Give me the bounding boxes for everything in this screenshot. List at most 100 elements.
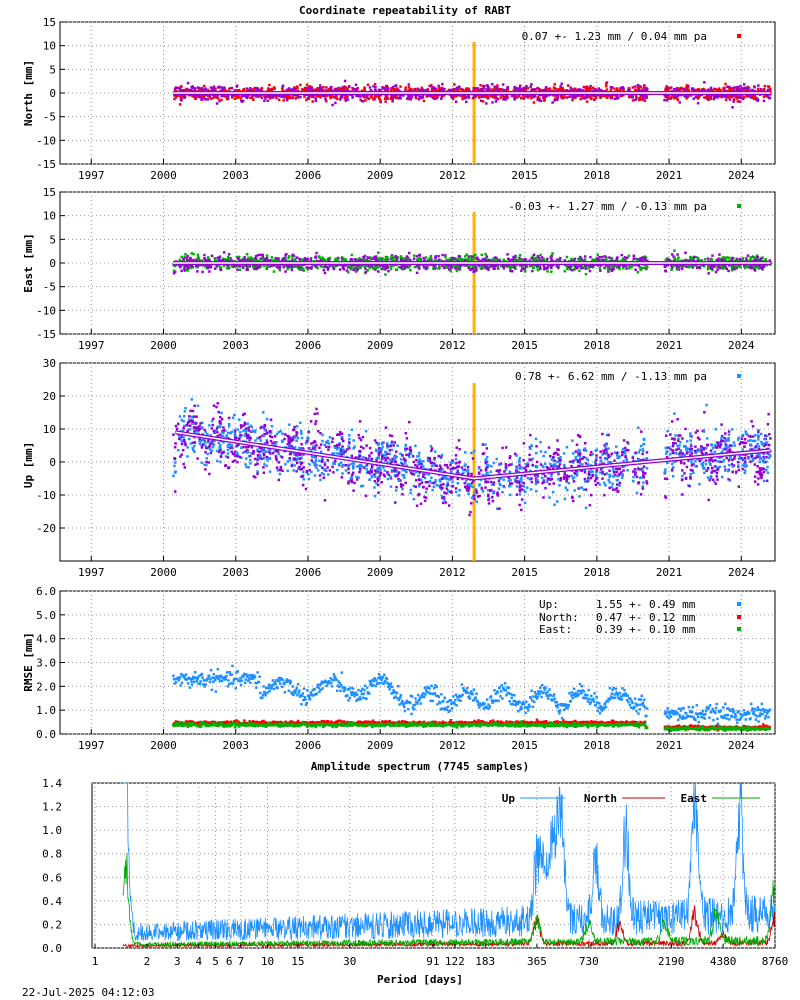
north-detrended-point bbox=[610, 96, 613, 99]
north-detrended-point bbox=[369, 88, 373, 92]
east-point bbox=[644, 256, 648, 259]
east-detrended-point bbox=[323, 271, 327, 275]
north-point bbox=[361, 89, 365, 93]
east-detrended-point bbox=[423, 259, 426, 262]
north-point bbox=[436, 89, 440, 93]
east-detrended-point bbox=[409, 258, 412, 262]
north-detrended-point bbox=[522, 89, 526, 93]
north-detrended-point bbox=[351, 96, 354, 99]
north-detrended-point bbox=[501, 83, 505, 86]
north-point bbox=[394, 88, 397, 92]
east-detrended-point bbox=[341, 266, 345, 269]
north-detrended-point bbox=[750, 93, 753, 97]
north-point bbox=[605, 84, 608, 88]
east-point bbox=[265, 267, 268, 270]
north-ytick-label: 5 bbox=[49, 63, 56, 76]
east-point bbox=[563, 263, 567, 267]
north-point bbox=[530, 96, 533, 100]
east-detrended-point bbox=[752, 259, 755, 263]
north-point bbox=[724, 98, 728, 102]
north-point bbox=[496, 84, 499, 87]
east-point bbox=[578, 258, 582, 261]
north-point bbox=[730, 87, 733, 90]
east-point bbox=[251, 265, 255, 269]
north-point bbox=[513, 96, 516, 99]
north-detrended-point bbox=[202, 88, 206, 91]
east-detrended-point bbox=[489, 264, 492, 268]
north-detrended-point bbox=[538, 99, 541, 102]
east-detrended-point bbox=[367, 256, 371, 260]
north-point bbox=[285, 89, 289, 92]
east-detrended-point bbox=[691, 265, 694, 269]
east-detrended-point bbox=[735, 257, 738, 261]
north-detrended-point bbox=[322, 89, 325, 92]
north-detrended-point bbox=[616, 96, 620, 100]
north-detrended-point bbox=[522, 97, 526, 100]
east-detrended-point bbox=[389, 257, 392, 261]
east-point bbox=[286, 267, 289, 271]
east-point bbox=[238, 255, 241, 259]
east-detrended-point bbox=[342, 264, 346, 267]
north-point bbox=[622, 89, 625, 92]
east-detrended-point bbox=[303, 257, 307, 260]
north-detrended-point bbox=[220, 88, 224, 92]
east-detrended-point bbox=[367, 264, 370, 268]
north-point bbox=[242, 87, 246, 91]
east-point bbox=[563, 269, 567, 273]
north-detrended-point bbox=[418, 95, 421, 99]
north-detrended-point bbox=[482, 94, 485, 97]
north-detrended-point bbox=[310, 88, 314, 91]
east-detrended-point bbox=[641, 256, 644, 259]
north-detrended-point bbox=[176, 86, 180, 90]
north-detrended-point bbox=[706, 97, 709, 101]
east-detrended-point bbox=[254, 257, 257, 260]
east-point bbox=[542, 257, 545, 261]
north-detrended-point bbox=[441, 82, 444, 86]
east-point bbox=[377, 257, 380, 260]
east-detrended-point bbox=[209, 265, 213, 269]
east-point bbox=[438, 264, 441, 268]
north-detrended-point bbox=[636, 89, 639, 92]
east-point bbox=[376, 266, 380, 269]
east-point bbox=[736, 259, 739, 263]
north-detrended-point bbox=[504, 97, 508, 101]
north-point bbox=[609, 88, 613, 92]
north-point bbox=[483, 84, 486, 88]
east-detrended-point bbox=[600, 264, 603, 267]
north-detrended-point bbox=[706, 88, 710, 92]
east-detrended-point bbox=[584, 267, 588, 270]
east-point bbox=[293, 258, 297, 261]
north-point bbox=[206, 89, 210, 92]
north-point bbox=[491, 88, 494, 91]
east-detrended-point bbox=[475, 269, 478, 272]
north-detrended-point bbox=[622, 87, 625, 91]
north-detrended-point bbox=[377, 88, 381, 92]
east-point bbox=[725, 256, 729, 259]
east-detrended-point bbox=[542, 259, 545, 262]
east-detrended-point bbox=[385, 265, 388, 269]
east-point bbox=[295, 265, 298, 268]
north-detrended-point bbox=[398, 95, 402, 99]
north-detrended-point bbox=[645, 86, 648, 90]
north-detrended-point bbox=[182, 93, 185, 97]
east-point bbox=[618, 267, 621, 271]
north-point bbox=[522, 86, 525, 90]
north-detrended-point bbox=[175, 94, 178, 98]
north-detrended-point bbox=[696, 101, 700, 105]
east-detrended-point bbox=[243, 256, 246, 259]
east-point bbox=[248, 258, 252, 261]
north-point bbox=[706, 94, 710, 98]
north-point bbox=[173, 97, 176, 101]
east-detrended-point bbox=[261, 255, 265, 259]
north-detrended-point bbox=[399, 97, 402, 100]
north-detrended-point bbox=[545, 94, 549, 97]
east-detrended-point bbox=[753, 267, 756, 271]
north-detrended-point bbox=[597, 87, 601, 91]
east-point bbox=[465, 253, 469, 256]
north-point bbox=[572, 87, 576, 91]
east-detrended-point bbox=[692, 257, 695, 261]
north-point bbox=[333, 88, 336, 91]
east-point bbox=[373, 264, 376, 268]
east-detrended-point bbox=[338, 268, 342, 271]
